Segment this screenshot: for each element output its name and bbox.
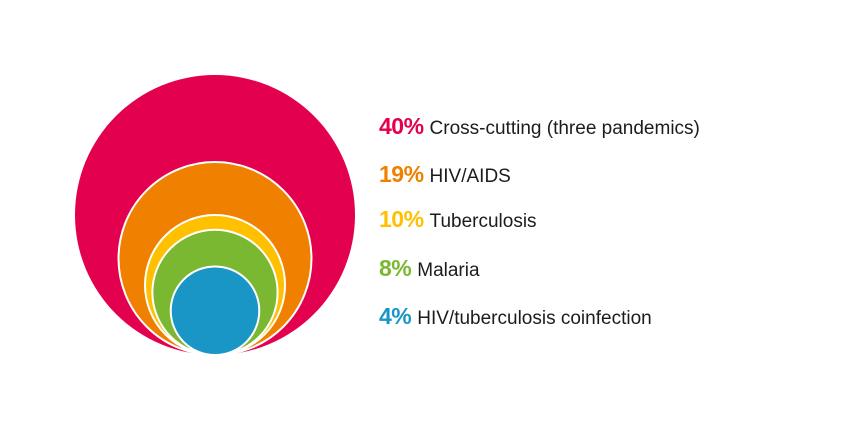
legend-label-tuberculosis: Tuberculosis: [429, 211, 537, 232]
circle-coinfection: [169, 265, 261, 357]
legend-label-coinfection: HIV/tuberculosis coinfection: [417, 308, 652, 329]
legend-value-hiv-aids: 19%: [379, 161, 424, 187]
legend-value-cross-cutting: 40%: [379, 113, 424, 139]
legend-label-malaria: Malaria: [417, 260, 480, 281]
legend-value-tuberculosis: 10%: [379, 206, 424, 232]
legend-value-coinfection: 4%: [379, 303, 412, 329]
legend-label-hiv-aids: HIV/AIDS: [429, 166, 511, 187]
legend-item-malaria: 8% Malaria: [379, 255, 480, 285]
legend-item-hiv-aids: 19% HIV/AIDS: [379, 161, 511, 191]
legend-label-cross-cutting: Cross-cutting (three pandemics): [429, 118, 700, 139]
legend-item-cross-cutting: 40% Cross-cutting (three pandemics): [379, 113, 700, 143]
legend-item-tuberculosis: 10% Tuberculosis: [379, 206, 537, 236]
legend-value-malaria: 8%: [379, 255, 412, 281]
circles-group: [75, 75, 355, 357]
legend-item-coinfection: 4% HIV/tuberculosis coinfection: [379, 303, 652, 333]
